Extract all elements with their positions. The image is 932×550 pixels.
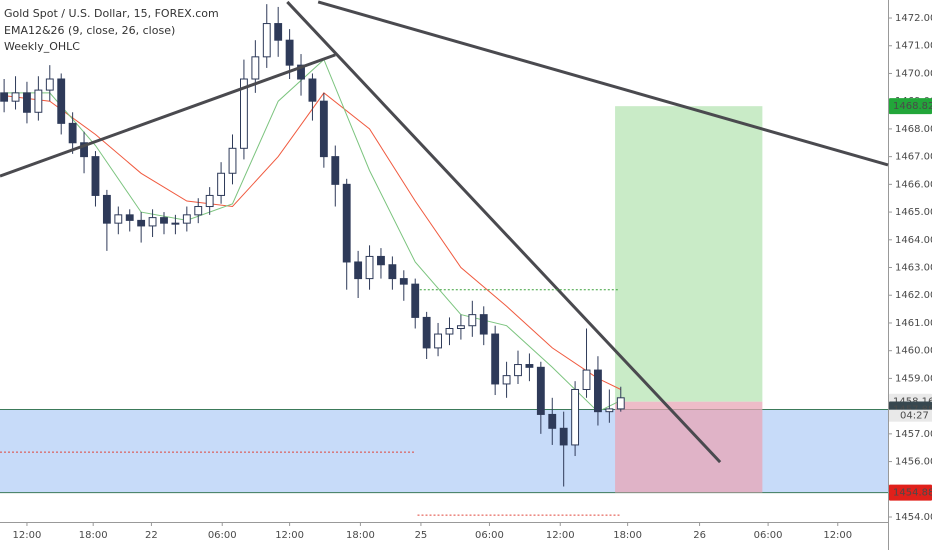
candle-body (525, 364, 534, 368)
countdown: 04:27 (900, 411, 929, 422)
candle-body (605, 408, 614, 413)
x-tick-label: 12:00 (13, 530, 42, 541)
y-tick-label: 1456.00 (895, 457, 932, 468)
candle-body (342, 183, 351, 263)
candle-body (45, 78, 54, 91)
y-tick-label: 1454.00 (895, 512, 932, 523)
y-tick-label: 1468.00 (895, 124, 932, 135)
trend-line (0, 53, 336, 178)
loss-zone (615, 401, 763, 493)
candle-body (354, 261, 363, 280)
x-tick-label: 18:00 (346, 530, 375, 541)
candle-body (582, 369, 591, 390)
y-tick-label: 1467.00 (895, 152, 932, 163)
price-tag-label: 1454.88 (893, 488, 932, 499)
y-tick-label: 1472.00 (895, 13, 932, 24)
candle-body (11, 92, 20, 102)
candle-body (137, 219, 146, 227)
y-tick-label: 1466.00 (895, 179, 932, 190)
candle-body (205, 194, 214, 208)
candle-body (114, 214, 123, 224)
candle-body (502, 375, 511, 385)
y-tick-label: 1461.00 (895, 318, 932, 329)
candle-body (514, 364, 522, 377)
candle-body (297, 64, 305, 80)
candle-body (308, 78, 317, 102)
candle-body (68, 122, 77, 144)
candle-body (399, 278, 408, 285)
indicator-label: EMA12&26 (9, close, 26, close) (4, 24, 175, 37)
candle-body (102, 194, 111, 224)
x-tick-label: 18:00 (79, 530, 108, 541)
candle-body (571, 388, 580, 446)
candle-body (217, 172, 226, 196)
countdown-tag (889, 409, 932, 422)
candle-body (274, 23, 283, 41)
candle-body (456, 325, 465, 330)
candle-body (331, 156, 340, 185)
x-tick-label: 06:00 (754, 530, 783, 541)
y-tick-label: 1463.00 (895, 263, 932, 274)
x-tick-label: 12:00 (823, 530, 852, 541)
y-tick-label: 1464.00 (895, 235, 932, 246)
candle-body (285, 39, 294, 66)
candle-body (536, 366, 545, 415)
candle-body (319, 100, 328, 158)
candle-body (434, 333, 442, 349)
profit-zone (615, 106, 763, 402)
candle-body (171, 222, 180, 225)
candle-body (23, 92, 31, 113)
y-tick-label: 1457.00 (895, 429, 932, 440)
candle-body (377, 255, 385, 266)
candle-body (479, 314, 488, 335)
trend-line (317, 0, 889, 167)
y-tick-label: 1462.00 (895, 290, 932, 301)
candle-body (240, 78, 248, 149)
y-tick-label: 1471.00 (895, 41, 932, 52)
x-tick-label: 22 (145, 530, 158, 541)
candle-body (0, 92, 9, 102)
candle-body (388, 264, 397, 280)
x-tick-label: 25 (415, 530, 428, 541)
candle-body (148, 217, 157, 227)
candle-body (262, 23, 271, 58)
candle-body (411, 283, 420, 318)
x-tick-label: 12:00 (546, 530, 575, 541)
candle-body (80, 142, 88, 158)
candle-body (422, 316, 431, 349)
candle-body (365, 255, 374, 280)
candle-body (160, 217, 168, 224)
candle-body (594, 369, 602, 413)
price-tag-label: 1468.82 (893, 101, 932, 112)
candle-body (34, 89, 43, 113)
candle-body (228, 147, 237, 174)
x-tick-label: 18:00 (613, 530, 642, 541)
candle-body (491, 333, 500, 385)
candle-body (616, 397, 625, 410)
candle-body (91, 156, 100, 196)
x-tick-label: 06:00 (208, 530, 237, 541)
x-tick-label: 06:00 (475, 530, 504, 541)
indicator-label: Weekly_OHLC (4, 40, 80, 53)
candle-body (125, 214, 134, 221)
candle-body (445, 328, 454, 335)
y-tick-label: 1460.00 (895, 346, 932, 357)
candle-body (468, 314, 477, 327)
candle-body (182, 214, 191, 224)
x-tick-label: 12:00 (275, 530, 304, 541)
y-tick-label: 1465.00 (895, 207, 932, 218)
trend-line (286, 0, 722, 464)
price-tag (889, 484, 932, 501)
chart-title: Gold Spot / U.S. Dollar, 15, FOREX.com (4, 7, 219, 20)
candle-body (559, 427, 568, 446)
candle-body (548, 413, 557, 429)
y-tick-label: 1470.00 (895, 68, 932, 79)
candle-body (194, 206, 203, 216)
candle-body (251, 56, 260, 80)
y-tick-label: 1459.00 (895, 373, 932, 384)
candle-body (57, 78, 66, 124)
price-tag (889, 98, 932, 115)
x-tick-label: 26 (693, 530, 706, 541)
